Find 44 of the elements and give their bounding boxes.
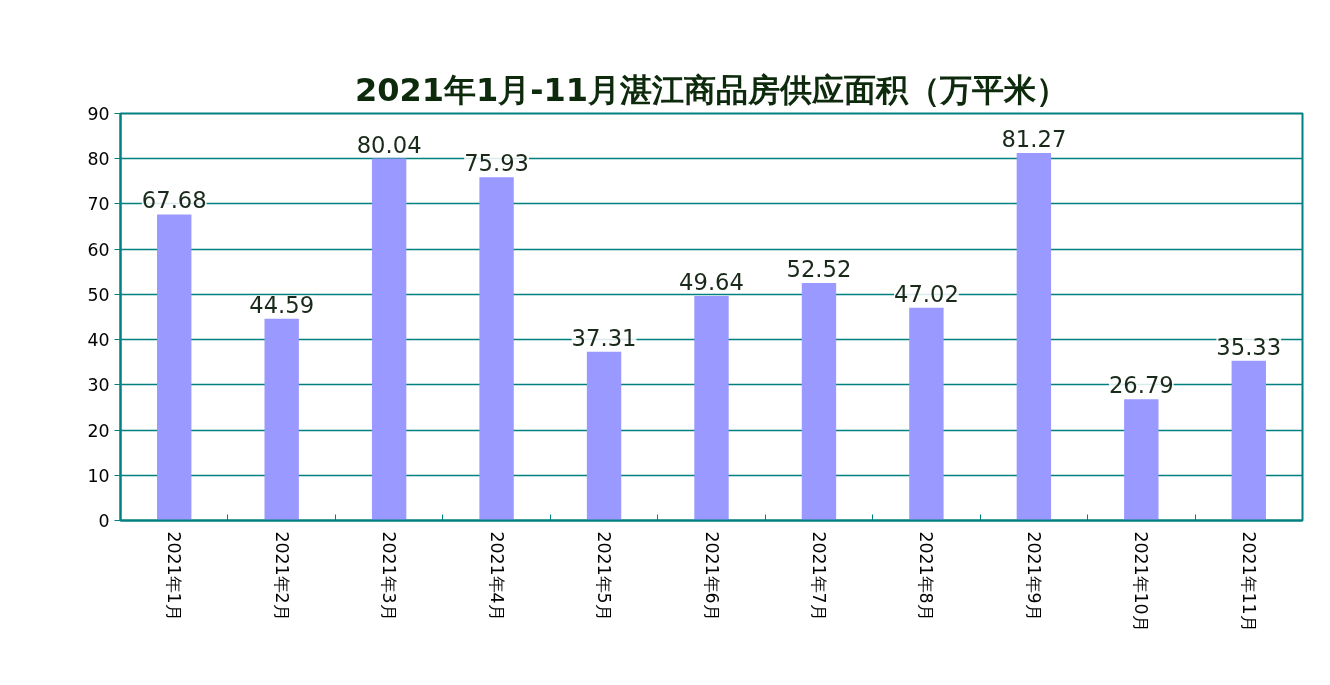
data-label: 44.59 — [249, 291, 315, 318]
y-tick-label: 20 — [87, 420, 110, 441]
chart-title: 2021年1月-11月湛江商品房供应面积（万平米） — [354, 70, 1069, 109]
data-label: 52.52 — [786, 255, 852, 282]
x-tick-label: 2021年3月 — [379, 531, 400, 621]
bar — [909, 307, 944, 521]
bar — [586, 351, 622, 521]
bar — [1016, 152, 1052, 521]
y-tick-label: 50 — [87, 284, 110, 305]
bar — [801, 282, 837, 521]
x-tick-label: 2021年1月 — [164, 531, 185, 621]
y-tick-label: 40 — [87, 330, 110, 351]
data-label: 47.02 — [893, 280, 959, 307]
x-tick-label: 2021年2月 — [271, 531, 292, 621]
y-tick-label: 0 — [98, 511, 110, 531]
bar — [1124, 399, 1159, 521]
x-tick-label: 2021年9月 — [1023, 531, 1044, 621]
data-label: 35.33 — [1216, 333, 1282, 360]
data-label: 37.31 — [571, 324, 637, 351]
x-tick-label: 2021年7月 — [808, 531, 829, 621]
data-label: 81.27 — [1001, 125, 1067, 152]
y-tick-label: 30 — [87, 375, 110, 396]
y-tick-label: 90 — [87, 104, 110, 124]
x-tick-label: 2021年5月 — [594, 531, 615, 621]
x-tick-label: 2021年4月 — [486, 531, 507, 621]
bar — [371, 158, 407, 521]
x-tick-label: 2021年10月 — [1131, 531, 1152, 632]
bar — [479, 177, 514, 521]
data-label: 26.79 — [1108, 372, 1174, 399]
bar — [157, 214, 192, 521]
y-tick-label: 80 — [87, 149, 110, 170]
y-tick-label: 60 — [87, 239, 110, 260]
y-tick-label: 70 — [87, 194, 110, 215]
x-tick-label: 2021年8月 — [916, 531, 937, 621]
bar — [694, 296, 729, 521]
x-tick-label: 2021年6月 — [701, 531, 722, 621]
x-tick-label: 2021年11月 — [1238, 531, 1259, 632]
bar — [1231, 360, 1266, 521]
data-label: 75.93 — [464, 150, 530, 177]
data-label: 49.64 — [679, 269, 744, 296]
y-tick-label: 10 — [87, 465, 110, 486]
data-label: 80.04 — [356, 131, 422, 158]
bar — [264, 318, 299, 521]
data-label: 67.68 — [141, 187, 207, 214]
